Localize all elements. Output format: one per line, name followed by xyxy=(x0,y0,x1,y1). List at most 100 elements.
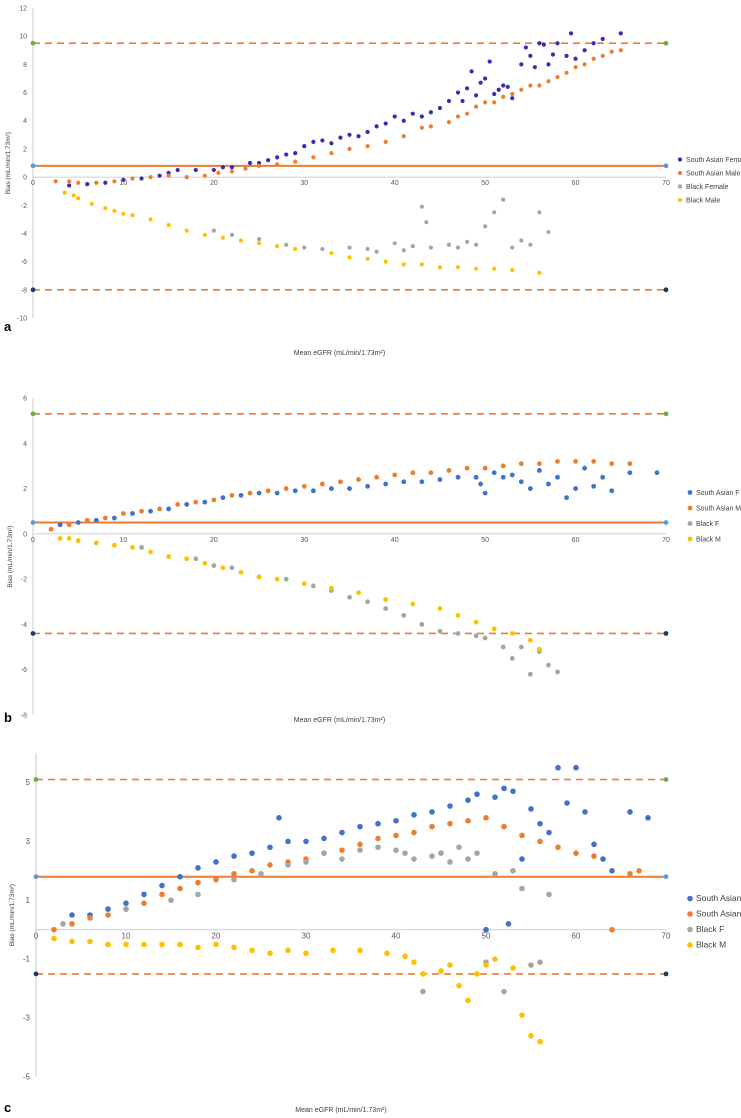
series-black-f xyxy=(139,545,560,677)
data-point xyxy=(636,868,642,874)
y-tick-label: 10 xyxy=(19,34,27,41)
mean-bias-end-marker xyxy=(30,163,36,169)
data-point xyxy=(266,158,271,163)
data-point xyxy=(111,542,117,548)
legend-entry: South Asian M xyxy=(696,909,741,919)
x-tick-label: 20 xyxy=(212,932,221,941)
data-point xyxy=(256,574,262,580)
legend-marker xyxy=(687,911,693,917)
y-tick-label: 8 xyxy=(23,62,27,69)
data-point xyxy=(537,959,543,965)
x-tick-label: 0 xyxy=(31,537,35,544)
data-point xyxy=(573,764,579,771)
data-point xyxy=(60,921,66,927)
data-point xyxy=(375,844,381,851)
data-point xyxy=(591,459,597,464)
data-point xyxy=(258,870,264,877)
data-point xyxy=(303,838,309,845)
x-tick-label: 10 xyxy=(122,932,131,941)
data-point xyxy=(460,98,465,104)
data-point xyxy=(455,245,461,250)
series-black-female xyxy=(211,197,551,254)
data-point xyxy=(447,962,453,968)
data-point xyxy=(148,549,153,555)
data-point xyxy=(383,139,388,144)
data-point xyxy=(141,900,147,907)
data-point xyxy=(528,242,533,247)
x-tick-label: 40 xyxy=(392,932,401,941)
data-point xyxy=(121,211,126,216)
data-point xyxy=(618,31,623,36)
data-point xyxy=(411,959,417,965)
data-point xyxy=(374,124,379,129)
y-tick-label: -4 xyxy=(21,231,27,238)
data-point xyxy=(139,508,144,514)
data-point xyxy=(410,111,415,116)
data-point xyxy=(267,862,273,868)
data-point xyxy=(274,576,280,582)
data-point xyxy=(537,468,542,473)
x-tick-label: 40 xyxy=(391,180,399,187)
lower-limit-end-marker xyxy=(663,631,669,636)
data-point xyxy=(465,856,471,862)
data-point xyxy=(105,941,111,948)
data-point xyxy=(87,915,93,921)
data-point xyxy=(537,820,543,827)
data-point xyxy=(487,59,492,64)
lower-limit-end-marker xyxy=(663,971,669,977)
data-point xyxy=(249,868,255,874)
data-point xyxy=(600,53,605,59)
data-point xyxy=(510,267,515,273)
data-point xyxy=(375,820,381,827)
data-point xyxy=(528,806,534,812)
data-point xyxy=(112,179,117,184)
x-tick-label: 50 xyxy=(481,537,489,544)
data-point xyxy=(195,879,201,886)
data-point xyxy=(121,511,126,516)
data-point xyxy=(57,535,63,541)
legend-entry: Black Male xyxy=(686,198,720,205)
upper-limit-end-marker xyxy=(33,777,39,782)
series-black-male xyxy=(62,190,542,276)
data-point xyxy=(103,205,108,211)
data-point xyxy=(401,248,406,253)
data-point xyxy=(157,173,162,178)
data-point xyxy=(339,856,345,862)
x-tick-label: 70 xyxy=(662,180,670,187)
y-tick-label: 12 xyxy=(19,6,27,13)
data-point xyxy=(184,502,190,507)
data-point xyxy=(455,114,461,119)
data-point xyxy=(130,545,135,550)
data-point xyxy=(338,135,343,140)
data-point xyxy=(546,829,552,836)
legend-entry: Black M xyxy=(696,537,721,544)
data-point xyxy=(492,956,498,962)
data-point xyxy=(375,835,381,842)
data-point xyxy=(51,926,57,933)
data-point xyxy=(365,483,370,489)
data-point xyxy=(392,114,397,119)
data-point xyxy=(582,809,588,815)
data-point xyxy=(419,479,425,485)
legend-entry: South Asian M xyxy=(696,506,741,513)
data-point xyxy=(550,52,556,57)
data-point xyxy=(102,515,108,521)
data-point xyxy=(347,132,352,137)
data-point xyxy=(184,556,190,562)
data-point xyxy=(455,612,461,618)
x-axis-label: Mean eGFR (mL/min/1.73m²) xyxy=(295,1107,386,1114)
x-tick-label: 0 xyxy=(31,180,35,187)
data-point xyxy=(184,174,189,180)
data-point xyxy=(193,167,198,173)
lower-limit-end-marker xyxy=(33,971,39,977)
data-point xyxy=(492,266,497,271)
data-point xyxy=(229,169,235,174)
x-tick-label: 20 xyxy=(210,180,218,187)
data-point xyxy=(66,522,72,528)
data-point xyxy=(627,470,633,476)
data-point xyxy=(537,646,542,652)
data-point xyxy=(573,486,578,491)
upper-limit-end-marker xyxy=(663,411,669,417)
data-point xyxy=(374,249,379,254)
